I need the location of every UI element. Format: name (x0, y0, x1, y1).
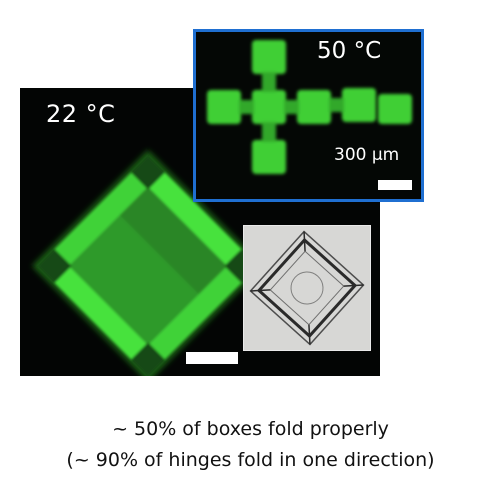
caption-line-2: (~ 90% of hinges fold in one direction) (66, 449, 435, 471)
scale-bar-flat (378, 180, 412, 190)
flat-net-micrograph: 50 °C 300 μm (193, 29, 424, 202)
caption-line-1: ~ 50% of boxes fold properly (112, 418, 389, 440)
temperature-label-50c: 50 °C (317, 38, 382, 64)
scale-bar (186, 352, 238, 364)
temperature-label-22c: 22 °C (46, 100, 116, 128)
folded-box-image (32, 150, 264, 376)
brightfield-box-image (249, 230, 365, 346)
scale-label: 300 μm (334, 145, 400, 165)
flat-net-image (207, 40, 412, 174)
brightfield-inset (243, 225, 371, 351)
